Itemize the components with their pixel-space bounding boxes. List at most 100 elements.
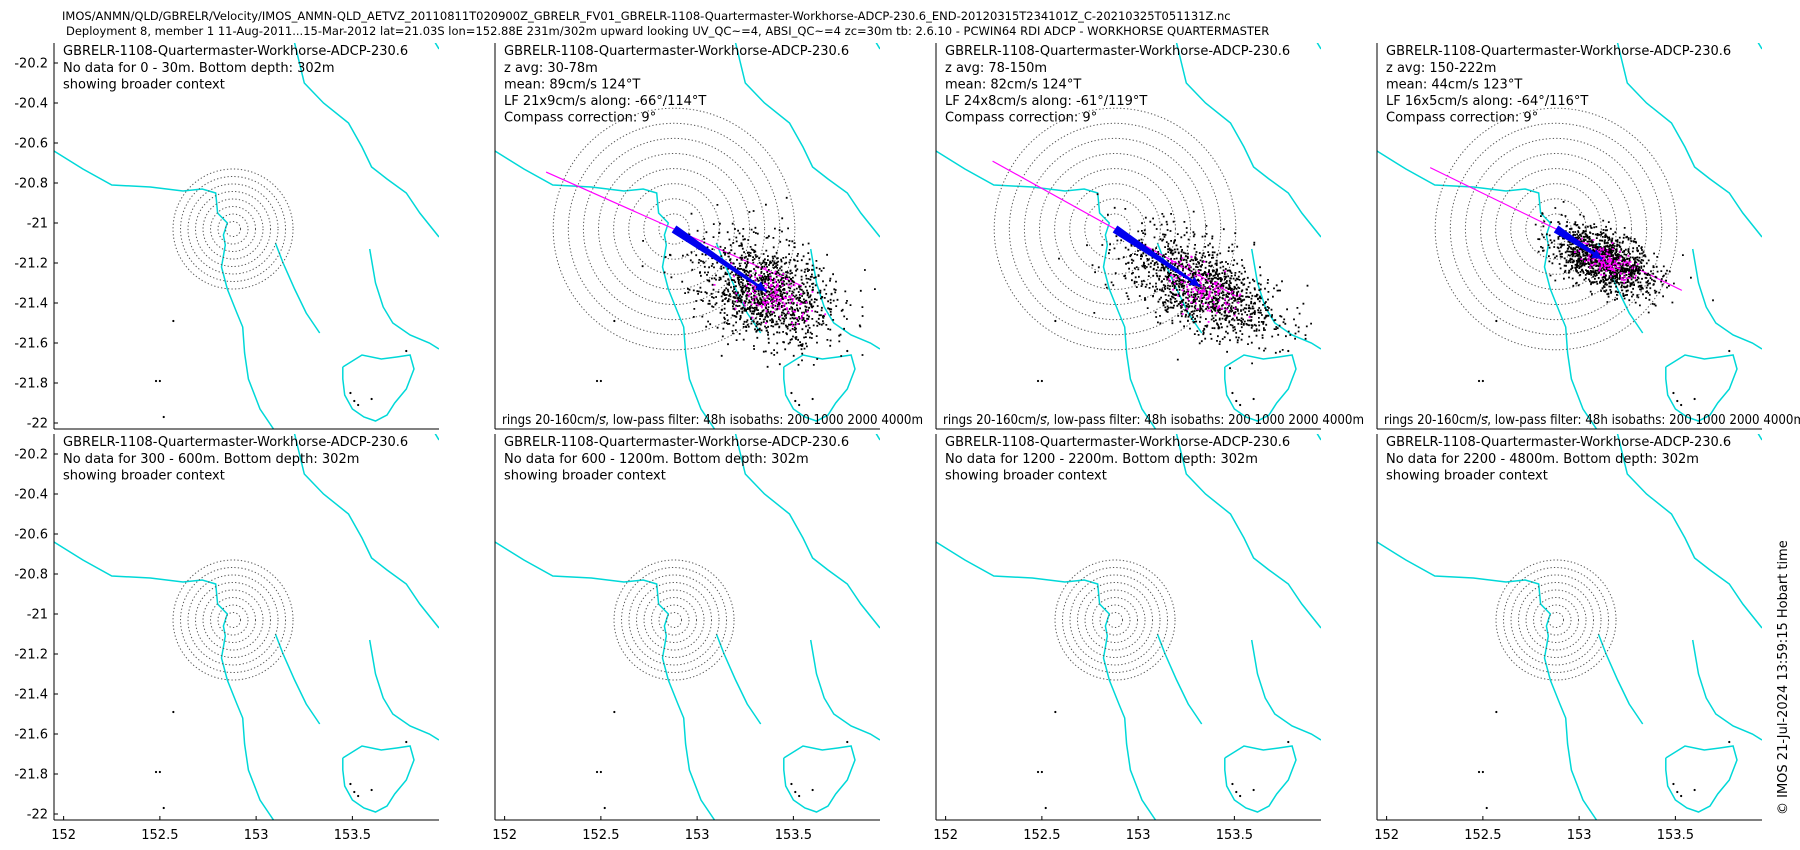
coastline-6: [715, 633, 762, 725]
y-tick-label: -21.4: [14, 688, 48, 703]
panel-info-line: Compass correction: 9°: [1386, 111, 1538, 126]
x-tick-label: 153.5: [1657, 828, 1694, 843]
reef-marker: [1672, 391, 1675, 395]
y-tick-label: -21.2: [14, 648, 48, 663]
range-ring: [195, 191, 272, 267]
panel-title: GBRELR-1108-Quartermaster-Workhorse-ADCP…: [945, 44, 1290, 59]
reef-marker: [603, 415, 606, 419]
coastline-3: [809, 639, 880, 741]
range-ring: [1495, 559, 1617, 681]
reef-marker: [158, 770, 161, 774]
panel-info-line: LF 16x5cm/s along: -64°/116°T: [1386, 94, 1588, 109]
reef-marker: [154, 770, 158, 774]
range-ring: [621, 567, 728, 673]
range-ring: [1518, 582, 1595, 658]
panel-footer: rings 20-160cm/s, low-pass filter: 48h i…: [502, 413, 923, 428]
reef-marker: [595, 379, 599, 383]
x-tick-label: 152: [933, 828, 958, 843]
coastline-4: [1316, 43, 1321, 50]
reef-marker: [1680, 403, 1683, 407]
panel-info-line: No data for 0 - 30m. Bottom depth: 302m: [63, 61, 335, 76]
x-tick-label: 153.5: [334, 828, 371, 843]
reef-marker: [1040, 770, 1043, 774]
range-ring: [202, 198, 264, 260]
reef-marker: [613, 319, 616, 323]
y-tick-label: -20.6: [14, 137, 48, 152]
x-tick-label: 153: [685, 828, 710, 843]
coastline-2: [1175, 43, 1321, 238]
panel-title: GBRELR-1108-Quartermaster-Workhorse-ADCP…: [945, 435, 1290, 450]
reef-marker: [1036, 379, 1040, 383]
reef-marker: [1477, 379, 1481, 383]
range-ring: [567, 122, 781, 336]
range-ring: [187, 183, 279, 275]
reef-marker: [1235, 790, 1238, 794]
coastline-3: [1691, 248, 1762, 350]
reef-marker: [349, 782, 352, 786]
panel-1: -20.2 -20.4 -20.6 -20.8 -21 -21.2 -21.4 -21.6 -2…: [14, 43, 439, 432]
coastline-4: [875, 434, 880, 441]
panel-plot-area: [54, 43, 439, 429]
range-ring: [1540, 604, 1572, 636]
reef-marker: [353, 790, 356, 794]
reef-marker: [172, 710, 175, 714]
panel-info-line: Compass correction: 9°: [504, 111, 656, 126]
range-ring: [1510, 574, 1602, 666]
coastline-6: [274, 633, 321, 725]
coastline-2: [293, 434, 439, 629]
velocity-points: [1058, 193, 1312, 370]
panel-plot-area: [1377, 43, 1762, 429]
reef-marker: [1728, 740, 1731, 744]
velocity-points: [641, 196, 876, 368]
y-tick-label: -22: [27, 808, 48, 823]
coastline-1: [495, 150, 716, 429]
range-ring: [613, 559, 735, 681]
panel-footer: rings 20-160cm/s, low-pass filter: 48h i…: [943, 413, 1364, 428]
coastline-2: [293, 43, 439, 238]
panel-title: GBRELR-1108-Quartermaster-Workhorse-ADCP…: [63, 435, 408, 450]
coastline-1: [54, 150, 275, 429]
y-tick-label: -21.6: [14, 728, 48, 743]
range-ring: [993, 107, 1237, 351]
reef-marker: [613, 710, 616, 714]
coastline-4: [1316, 434, 1321, 441]
reef-marker: [1481, 770, 1484, 774]
panel-plot-area: [936, 434, 1321, 820]
x-tick-label: 153: [244, 828, 269, 843]
x-tick-label: 153.5: [775, 828, 812, 843]
range-ring: [1084, 198, 1146, 260]
panel-title: GBRELR-1108-Quartermaster-Workhorse-ADCP…: [504, 435, 849, 450]
range-ring: [180, 176, 287, 282]
range-ring: [1503, 567, 1610, 673]
coastline-1: [54, 541, 275, 820]
range-ring: [1054, 168, 1176, 290]
coastline-1: [936, 150, 1157, 429]
coastline-1: [1377, 150, 1598, 429]
reef-marker: [1040, 379, 1043, 383]
coastline-1: [495, 541, 716, 820]
coastline-3: [368, 248, 439, 350]
coastline-2: [1616, 434, 1762, 629]
range-ring: [1510, 183, 1602, 275]
reef-marker: [846, 349, 849, 353]
panel-plot-area: [495, 43, 880, 429]
reef-marker: [1231, 782, 1234, 786]
reef-marker: [162, 806, 165, 810]
reef-marker: [172, 319, 175, 323]
coastline-3: [1250, 639, 1321, 741]
reef-marker: [790, 391, 793, 395]
reef-marker: [798, 403, 801, 407]
panel-info-line: No data for 1200 - 2200m. Bottom depth: …: [945, 452, 1258, 467]
coastline-4: [1757, 434, 1762, 441]
range-ring: [180, 567, 287, 673]
mean-current-arrow: [671, 230, 767, 293]
panel-info-line: No data for 300 - 600m. Bottom depth: 30…: [63, 452, 359, 467]
lowpass-points: [1167, 255, 1251, 323]
reef-marker: [1481, 379, 1484, 383]
reef-marker: [1054, 319, 1057, 323]
reef-marker: [1728, 349, 1731, 353]
panel-info-line: LF 24x8cm/s along: -61°/119°T: [945, 94, 1147, 109]
panel-2: GBRELR-1108-Quartermaster-Workhorse-ADCP…: [494, 43, 923, 430]
panel-title: GBRELR-1108-Quartermaster-Workhorse-ADCP…: [63, 44, 408, 59]
reef-marker: [357, 403, 360, 407]
